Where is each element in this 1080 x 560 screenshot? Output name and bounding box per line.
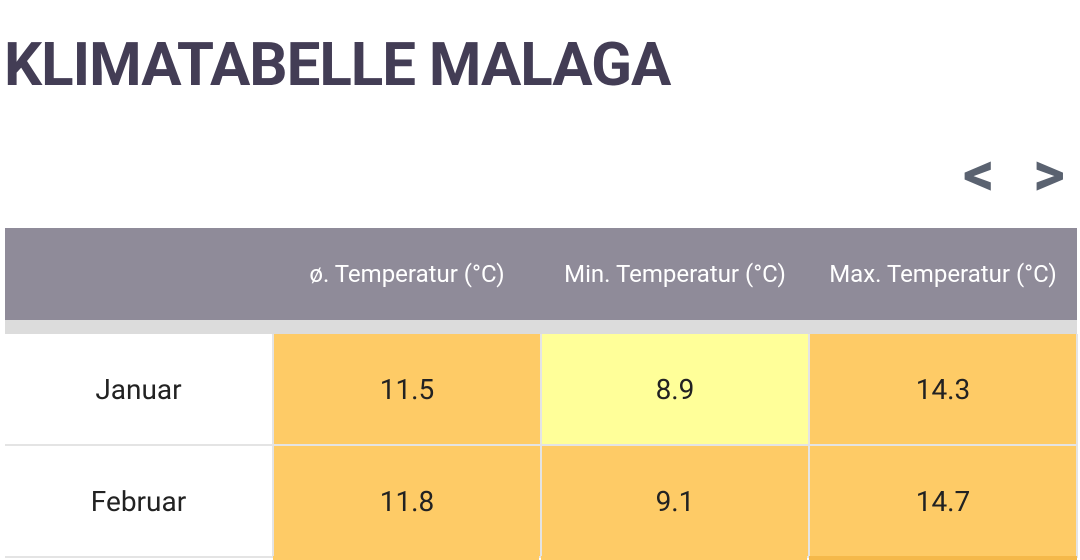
value-cell: 11.5 [273,334,542,446]
partial-cell [541,556,807,560]
prev-button[interactable]: < [963,138,995,211]
value-cell: 9.1 [541,445,810,558]
partial-cell [273,556,539,560]
month-cell: Februar [5,445,274,558]
row: Januar 11.5 8.9 14.3 [5,334,1078,446]
separator [5,320,1077,334]
column-header: ø. Temperatur (°C) [273,228,541,320]
column-header: Min. Temperatur (°C) [541,228,809,320]
partial-cell [809,556,1077,560]
value-cell: 14.3 [809,334,1078,446]
column-header: Max. Temperatur (°C) [809,228,1077,320]
next-button[interactable]: > [1033,138,1065,211]
value-cell: 14.7 [809,445,1078,558]
month-cell: Januar [5,334,274,446]
row: Februar 11.8 9.1 14.7 [5,445,1078,558]
page-title: KLIMATABELLE MALAGA [4,29,671,100]
value-cell: 8.9 [541,334,810,446]
value-cell: 11.8 [273,445,542,558]
corner-cell [5,228,273,320]
header-row: ø. Temperatur (°C) Min. Temperatur (°C) … [5,228,1077,320]
climate-table: ø. Temperatur (°C) Min. Temperatur (°C) … [5,228,1078,558]
